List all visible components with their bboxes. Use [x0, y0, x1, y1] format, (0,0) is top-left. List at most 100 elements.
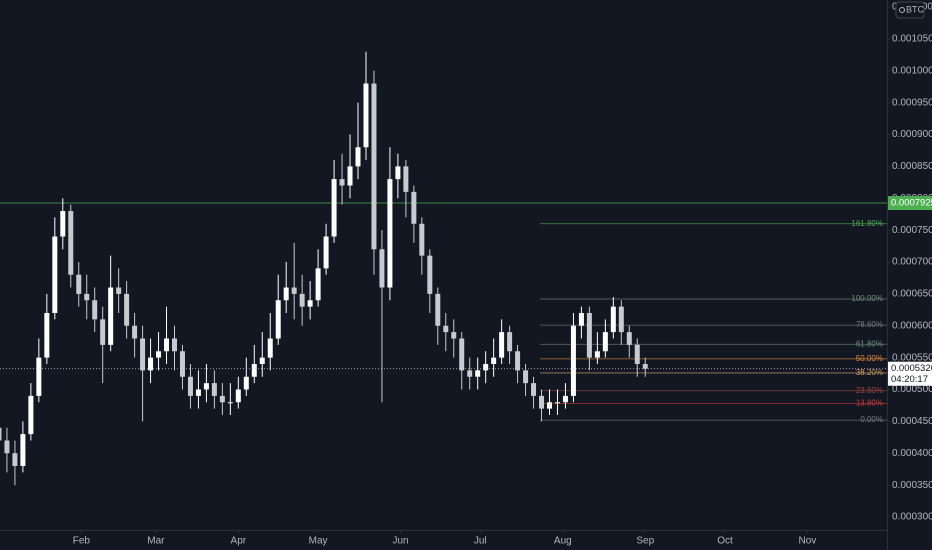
x-tick-label: Apr — [231, 536, 247, 547]
candle-body — [307, 300, 313, 307]
candle-body — [491, 357, 497, 365]
x-tick-label: Sep — [636, 536, 654, 547]
candle-body — [499, 332, 505, 358]
candle-body — [4, 440, 10, 454]
candle-body — [403, 166, 409, 192]
candle-body — [347, 166, 353, 186]
x-tick-label: Mar — [147, 536, 165, 547]
candle-body — [259, 357, 265, 365]
x-tick-label: Aug — [554, 536, 572, 547]
fib-label: 161.80% — [851, 219, 883, 228]
last-price-label: 0.0005326 — [891, 363, 932, 374]
candle-body — [634, 344, 640, 365]
candle-body — [108, 287, 114, 345]
fib-label: 100.00% — [851, 294, 883, 303]
candle-body — [179, 351, 185, 377]
candle-body — [419, 223, 425, 256]
candle-body — [371, 83, 377, 250]
candle-body — [507, 332, 513, 352]
candle-body — [211, 383, 217, 396]
candle-body — [0, 427, 2, 441]
last-price-box — [888, 361, 932, 386]
candle-body — [187, 376, 193, 396]
candle-body — [124, 293, 130, 326]
candle-body — [267, 338, 273, 358]
candle-body — [626, 332, 632, 345]
x-tick-label: May — [309, 536, 328, 547]
countdown: 04:20:17 — [891, 374, 928, 385]
candle-body — [531, 383, 537, 396]
x-tick-label: Nov — [799, 536, 817, 547]
fib-label: 61.80% — [856, 339, 883, 348]
candle-body — [602, 332, 608, 352]
price-line-label: 0.0007925 — [891, 198, 932, 209]
candle-body — [315, 268, 321, 301]
candle-body — [68, 211, 74, 275]
candle-body — [331, 179, 337, 237]
candle-body — [132, 325, 138, 339]
candle-body — [52, 236, 58, 314]
fib-label: 50.00% — [856, 354, 883, 363]
candle-body — [100, 319, 106, 345]
x-tick-label: Jul — [474, 536, 487, 547]
candle-body — [116, 287, 122, 294]
candle-body — [36, 357, 42, 396]
candle-body — [20, 434, 26, 466]
currency-badge — [895, 1, 925, 19]
candle-body — [435, 293, 441, 326]
candle-body — [554, 402, 560, 404]
candle-body — [60, 211, 66, 237]
candle-body — [411, 191, 417, 224]
candle-body — [219, 395, 225, 403]
candle-body — [586, 313, 592, 358]
candle-body — [203, 383, 209, 390]
candle-body — [299, 293, 305, 307]
candle-body — [156, 351, 162, 358]
x-tick-label: Jun — [392, 536, 408, 547]
candle-body — [594, 351, 600, 358]
candle-body — [148, 357, 154, 371]
candle-body — [323, 236, 329, 269]
candle-body — [546, 402, 552, 409]
fib-label: 0.00% — [860, 415, 883, 424]
candle-body — [251, 364, 257, 377]
candle-body — [562, 395, 568, 403]
candle-body — [459, 338, 465, 371]
candle-body — [12, 453, 18, 466]
candle-body — [355, 147, 361, 167]
candle-body — [171, 338, 177, 352]
candle-body — [610, 306, 616, 333]
x-tick-label: Feb — [73, 536, 91, 547]
candle-body — [339, 179, 345, 186]
candle-body — [227, 402, 233, 404]
candle-body — [523, 370, 529, 384]
candle-body — [427, 255, 433, 294]
candle-body — [443, 325, 449, 333]
candle-body — [483, 364, 489, 371]
candle-body — [379, 249, 385, 288]
candle-body — [291, 287, 297, 294]
fib-label: 23.60% — [856, 386, 883, 395]
candle-body — [467, 370, 473, 377]
candle-body — [164, 338, 170, 352]
candle-body — [570, 325, 576, 396]
candle-body — [363, 83, 369, 148]
fib-label: 13.80% — [856, 399, 883, 408]
candle-body — [395, 166, 401, 180]
candle-body — [539, 395, 545, 409]
candle-body — [195, 389, 201, 396]
candle-body — [235, 389, 241, 403]
